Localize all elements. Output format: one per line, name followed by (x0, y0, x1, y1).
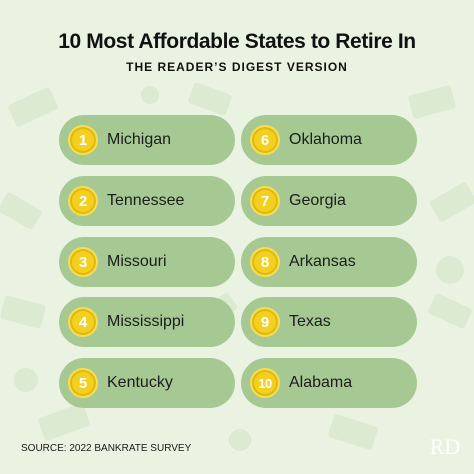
rank-coin-icon: 9 (250, 307, 280, 337)
rank-coin-icon: 5 (68, 368, 98, 398)
state-name: Kentucky (107, 374, 173, 391)
state-item-4: 4 Mississippi (59, 297, 235, 347)
rank-coin-icon: 2 (68, 186, 98, 216)
state-item-7: 7 Georgia (241, 176, 417, 226)
rd-logo: RD (429, 434, 461, 459)
state-item-6: 6 Oklahoma (241, 115, 417, 165)
rank-coin-icon: 7 (250, 186, 280, 216)
state-name: Tennessee (107, 192, 185, 209)
state-name: Texas (289, 313, 331, 330)
state-name: Michigan (107, 131, 172, 148)
rank-coin-icon: 6 (250, 125, 280, 155)
state-item-3: 3 Missouri (59, 237, 235, 287)
page-title: 10 Most Affordable States to Retire In (58, 30, 416, 53)
state-name: Oklahoma (289, 131, 362, 148)
state-name: Alabama (289, 374, 353, 391)
rank-coin-icon: 8 (250, 247, 280, 277)
state-item-1: 1 Michigan (59, 115, 235, 165)
state-name: Georgia (289, 192, 346, 209)
state-item-8: 8 Arkansas (241, 237, 417, 287)
state-name: Mississippi (107, 313, 185, 330)
rank-coin-icon: 3 (68, 247, 98, 277)
rank-coin-icon: 1 (68, 125, 98, 155)
source-note: SOURCE: 2022 BANKRATE SURVEY (21, 443, 192, 454)
state-item-9: 9 Texas (241, 297, 417, 347)
state-name: Missouri (107, 253, 167, 270)
state-item-10: 10 Alabama (241, 358, 417, 408)
rank-coin-icon: 10 (250, 368, 280, 398)
state-name: Arkansas (289, 253, 356, 270)
rank-coin-icon: 4 (68, 307, 98, 337)
state-item-5: 5 Kentucky (59, 358, 235, 408)
page-subtitle: THE READER’S DIGEST VERSION (126, 60, 348, 74)
state-item-2: 2 Tennessee (59, 176, 235, 226)
